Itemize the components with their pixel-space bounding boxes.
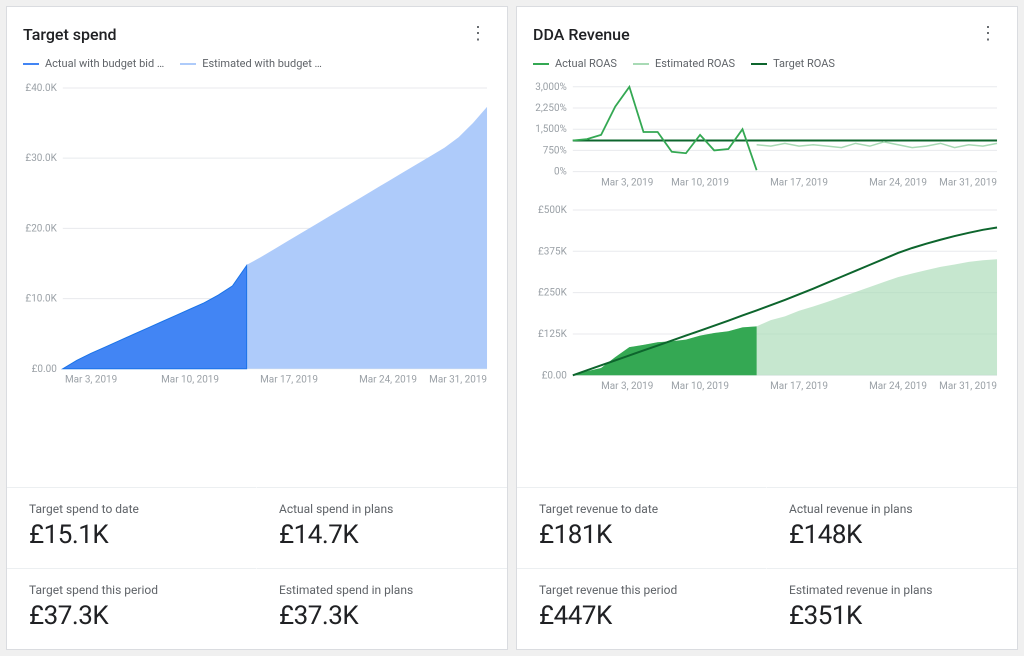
svg-text:Mar 17, 2019: Mar 17, 2019 xyxy=(260,375,318,386)
metric-value: £148K xyxy=(789,520,995,550)
metric-value: £447K xyxy=(539,601,744,631)
legend-label: Estimated with budget … xyxy=(202,57,322,70)
svg-text:Mar 24, 2019: Mar 24, 2019 xyxy=(359,375,417,386)
metric-value: £15.1K xyxy=(29,520,234,550)
metric-label: Target spend this period xyxy=(29,583,234,597)
metric-label: Actual spend in plans xyxy=(279,502,485,516)
svg-text:£0.00: £0.00 xyxy=(32,364,58,375)
legend-item: Estimated ROAS xyxy=(633,57,735,70)
legend-swatch xyxy=(180,63,196,65)
metric-value: £351K xyxy=(789,601,995,631)
area-estimated xyxy=(63,107,487,369)
metric-label: Estimated spend in plans xyxy=(279,583,485,597)
legend-label: Actual with budget bid … xyxy=(45,57,164,70)
legend-label: Target ROAS xyxy=(773,57,835,70)
metric: Estimated revenue in plans £351K xyxy=(767,568,1017,649)
svg-text:Mar 17, 2019: Mar 17, 2019 xyxy=(770,178,828,189)
svg-text:£500K: £500K xyxy=(538,204,568,215)
metric: Target revenue this period £447K xyxy=(517,568,767,649)
svg-text:Mar 31, 2019: Mar 31, 2019 xyxy=(939,178,997,189)
metrics-grid: Target spend to date £15.1K Actual spend i… xyxy=(7,487,507,649)
more-icon[interactable]: ⋮ xyxy=(465,21,491,47)
card-header: DDA Revenue ⋮ xyxy=(517,7,1017,51)
metric: Target spend this period £37.3K xyxy=(7,568,257,649)
metric: Target revenue to date £181K xyxy=(517,487,767,568)
metric-value: £14.7K xyxy=(279,520,485,550)
svg-text:3,000%: 3,000% xyxy=(535,82,567,93)
line-estimated xyxy=(757,142,997,148)
svg-text:£40.0K: £40.0K xyxy=(25,83,57,94)
metric: Target spend to date £15.1K xyxy=(7,487,257,568)
legend-swatch xyxy=(23,63,39,65)
metrics-grid: Target revenue to date £181K Actual revenu… xyxy=(517,487,1017,649)
svg-text:Mar 10, 2019: Mar 10, 2019 xyxy=(161,375,219,386)
metric-value: £181K xyxy=(539,520,744,550)
svg-text:£250K: £250K xyxy=(538,287,568,298)
target-spend-card: Target spend ⋮ Actual with budget bid … E… xyxy=(6,6,508,650)
metric: Estimated spend in plans £37.3K xyxy=(257,568,507,649)
line-actual xyxy=(573,87,757,170)
legend-label: Estimated ROAS xyxy=(655,57,735,70)
metric-label: Target spend to date xyxy=(29,502,234,516)
spend-chart: £0.00 £10.0K £20.0K £30.0K £40.0K Mar 3, 2019… xyxy=(7,80,507,487)
dda-revenue-card: DDA Revenue ⋮ Actual ROAS Estimated ROAS T… xyxy=(516,6,1018,650)
metric: Actual spend in plans £14.7K xyxy=(257,487,507,568)
metric-value: £37.3K xyxy=(29,601,234,631)
svg-text:Mar 3, 2019: Mar 3, 2019 xyxy=(65,375,117,386)
svg-text:1,500%: 1,500% xyxy=(535,124,567,135)
more-icon[interactable]: ⋮ xyxy=(975,21,1001,47)
metric-label: Target revenue this period xyxy=(539,583,744,597)
svg-text:Mar 31, 2019: Mar 31, 2019 xyxy=(429,375,487,386)
svg-text:Mar 24, 2019: Mar 24, 2019 xyxy=(869,381,927,392)
metric-label: Target revenue to date xyxy=(539,502,744,516)
svg-text:Mar 24, 2019: Mar 24, 2019 xyxy=(869,178,927,189)
svg-text:750%: 750% xyxy=(543,145,567,156)
legend: Actual with budget bid … Estimated with b… xyxy=(7,51,507,80)
metric-label: Estimated revenue in plans xyxy=(789,583,995,597)
svg-text:£125K: £125K xyxy=(538,328,568,339)
legend-label: Actual ROAS xyxy=(555,57,617,70)
metric-label: Actual revenue in plans xyxy=(789,502,995,516)
legend-item: Actual ROAS xyxy=(533,57,617,70)
svg-text:£10.0K: £10.0K xyxy=(25,294,57,305)
svg-text:Mar 31, 2019: Mar 31, 2019 xyxy=(939,381,997,392)
metric: Actual revenue in plans £148K xyxy=(767,487,1017,568)
revenue-charts: 0% 750% 1,500% 2,250% 3,000% Mar 3, 2019 Mar 1… xyxy=(517,80,1017,487)
legend-item: Actual with budget bid … xyxy=(23,57,164,70)
legend-swatch xyxy=(751,63,767,65)
card-header: Target spend ⋮ xyxy=(7,7,507,51)
legend-item: Target ROAS xyxy=(751,57,835,70)
svg-text:2,250%: 2,250% xyxy=(535,103,567,114)
legend-swatch xyxy=(533,63,549,65)
area-actual xyxy=(63,266,247,369)
svg-text:£0.00: £0.00 xyxy=(542,370,568,381)
metric-value: £37.3K xyxy=(279,601,485,631)
svg-text:Mar 17, 2019: Mar 17, 2019 xyxy=(770,381,828,392)
legend-item: Estimated with budget … xyxy=(180,57,322,70)
card-title: Target spend xyxy=(23,25,117,44)
svg-text:£30.0K: £30.0K xyxy=(25,153,57,164)
legend-swatch xyxy=(633,63,649,65)
svg-text:£20.0K: £20.0K xyxy=(25,223,57,234)
svg-text:0%: 0% xyxy=(554,167,567,178)
svg-text:Mar 3, 2019: Mar 3, 2019 xyxy=(601,178,653,189)
svg-text:Mar 3, 2019: Mar 3, 2019 xyxy=(601,381,653,392)
svg-text:£375K: £375K xyxy=(538,246,568,257)
svg-text:Mar 10, 2019: Mar 10, 2019 xyxy=(671,381,729,392)
card-title: DDA Revenue xyxy=(533,25,630,44)
svg-text:Mar 10, 2019: Mar 10, 2019 xyxy=(671,178,729,189)
legend: Actual ROAS Estimated ROAS Target ROAS xyxy=(517,51,1017,80)
